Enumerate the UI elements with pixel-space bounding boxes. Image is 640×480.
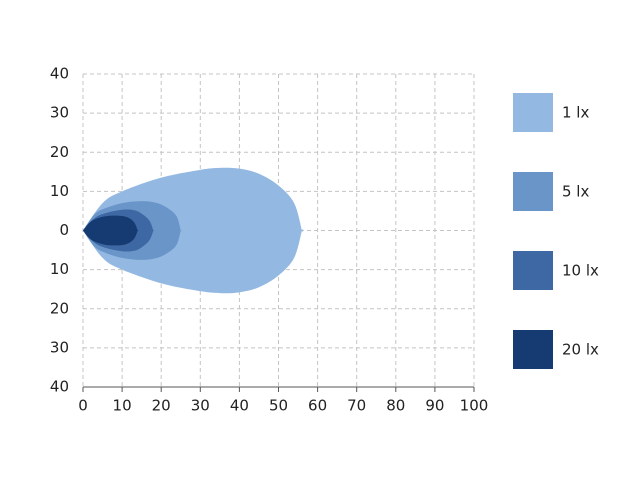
- y-tick-label: 30: [50, 338, 69, 356]
- legend-label: 10 lx: [562, 262, 599, 280]
- x-tick-label: 100: [460, 397, 489, 415]
- legend-swatch: [513, 330, 553, 369]
- y-tick-label: 40: [50, 65, 69, 83]
- x-tick-label: 20: [152, 397, 171, 415]
- x-tick-label: 10: [113, 397, 132, 415]
- x-tick-label: 30: [191, 397, 210, 415]
- y-tick-label: 10: [50, 182, 69, 200]
- legend-swatch: [513, 172, 553, 211]
- isolux-area: [83, 215, 139, 246]
- x-tick-label: 0: [78, 397, 88, 415]
- y-tick-label: 20: [50, 299, 69, 317]
- x-tick-label: 40: [230, 397, 249, 415]
- x-tick-label: 70: [347, 397, 366, 415]
- legend-label: 1 lx: [562, 104, 589, 122]
- y-tick-label: 0: [59, 221, 69, 239]
- y-tick-label: 10: [50, 260, 69, 278]
- legend-swatch: [513, 93, 553, 132]
- legend-swatch: [513, 251, 553, 290]
- x-tick-label: 90: [425, 397, 444, 415]
- y-tick-label: 30: [50, 104, 69, 122]
- legend-label: 5 lx: [562, 183, 589, 201]
- x-tick-label: 50: [269, 397, 288, 415]
- y-tick-label: 20: [50, 143, 69, 161]
- x-tick-label: 60: [308, 397, 327, 415]
- y-tick-label: 40: [50, 378, 69, 396]
- legend-label: 20 lx: [562, 341, 599, 359]
- isolux-area: [83, 167, 303, 294]
- x-tick-label: 80: [386, 397, 405, 415]
